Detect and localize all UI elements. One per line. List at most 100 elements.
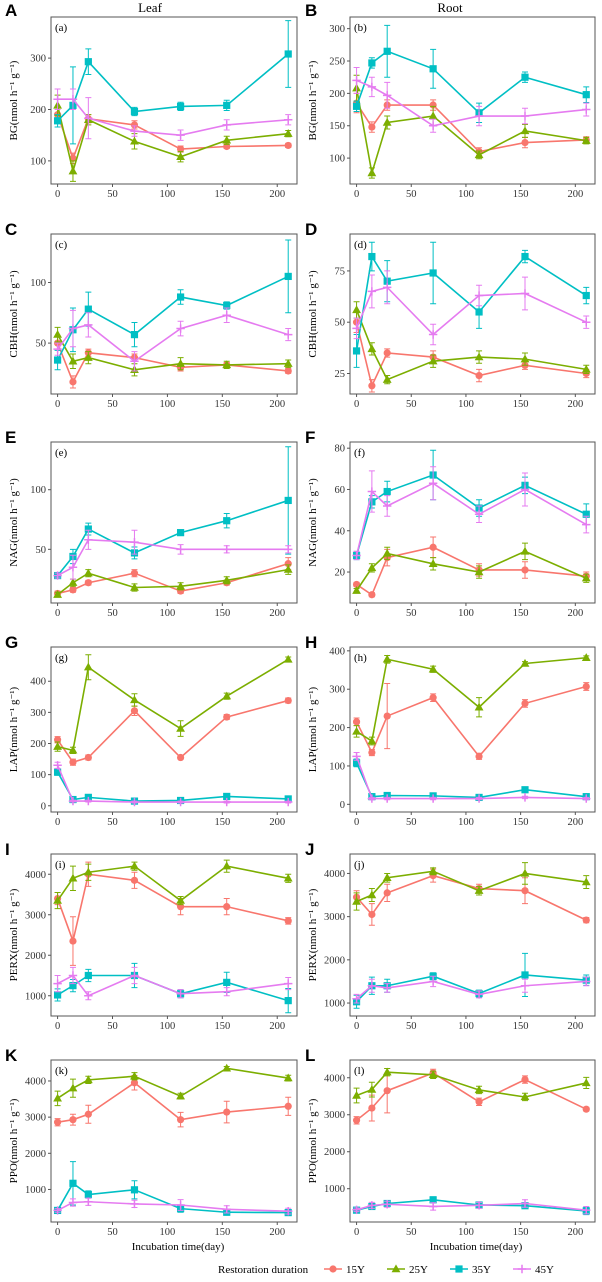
x-tick-label: 100 [160,1227,176,1238]
data-point-15Y [383,1087,391,1095]
data-point-35Y [223,978,231,986]
y-tick-label: 60 [335,485,346,496]
x-tick-label: 150 [214,1227,230,1238]
data-point-15Y [368,591,376,599]
data-point-35Y [582,91,590,99]
y-tick-label: 100 [30,485,46,496]
data-point-45Y [582,105,591,114]
data-point-25Y [352,305,361,314]
y-tick-label: 2000 [324,955,345,966]
data-point-45Y [520,289,530,298]
data-point-15Y [352,580,361,589]
panel-sublabel: (i) [55,859,66,871]
data-point-25Y [130,582,139,591]
x-tick-label: 150 [214,189,230,200]
data-point-25Y [68,356,78,365]
data-point-35Y [84,525,92,533]
y-tick-label: 3000 [25,1113,46,1124]
x-tick-label: 0 [354,399,359,410]
y-tick-label: 100 [30,156,46,167]
data-point-25Y [581,653,591,661]
data-point-45Y [382,283,392,292]
data-point-25Y [474,352,484,361]
x-tick-label: 0 [354,1227,359,1238]
data-point-45Y [130,357,139,366]
data-point-25Y [222,1063,232,1072]
data-point-25Y [367,736,377,745]
series-25Y [53,654,293,754]
data-point-45Y [130,537,139,547]
x-tick-label: 0 [354,189,359,200]
series-45Y [53,761,293,807]
panel-b: B (b) BG(nmol h⁻¹ g⁻¹) 100 150 200 250 300 0 50 10… [305,1,596,200]
data-point-25Y [474,567,484,576]
series-25Y [352,653,591,746]
data-point-25Y [130,861,139,870]
data-point-45Y [68,796,78,806]
y-axis-label: PPO(nmol h⁻¹ g⁻¹) [307,1098,319,1183]
data-point-15Y [284,696,292,705]
data-point-35Y [521,971,529,979]
data-point-25Y [520,868,530,877]
panel-g: G (g) LAP(nmol h⁻¹ g⁻¹) 0 100 200 300 400 0 50 100… [5,633,298,828]
data-point-25Y [382,1067,392,1076]
data-point-15Y [130,876,139,884]
y-axis-label: BG(nmol h⁻¹ g⁻¹) [8,60,20,140]
x-tick-label: 150 [513,189,529,200]
data-point-45Y [176,1200,185,1210]
data-point-45Y [352,551,361,560]
data-point-15Y [521,887,529,895]
data-point-25Y [520,546,530,555]
y-tick-label: 25 [335,369,346,380]
plot-frame [50,1059,298,1223]
y-tick-label: 0 [340,800,345,811]
y-axis-label: LAP(nmol h⁻¹ g⁻¹) [307,686,319,772]
y-tick-label: 0 [41,801,46,812]
x-tick-label: 200 [567,1227,583,1238]
data-point-15Y [383,349,391,357]
y-tick-label: 1000 [25,991,46,1002]
y-tick-label: 1000 [324,1184,345,1195]
data-point-15Y [352,718,361,726]
y-tick-label: 1000 [324,999,345,1010]
data-point-45Y [352,752,361,761]
x-tick-label: 200 [269,817,285,828]
data-point-35Y [223,101,231,109]
data-point-25Y [176,359,185,367]
data-point-35Y [582,510,590,518]
data-point-35Y [383,487,391,496]
data-point-35Y [223,301,231,310]
x-tick-label: 150 [513,608,529,619]
panel-letter: A [5,1,17,20]
data-point-15Y [429,101,437,109]
x-tick-label: 50 [406,1021,417,1032]
x-axis-label-right: Incubation time(day) [430,1241,523,1253]
y-tick-label: 50 [335,318,346,329]
data-point-25Y [222,575,232,584]
data-point-45Y [284,1206,293,1216]
data-point-45Y [474,291,484,300]
data-point-45Y [352,76,361,85]
data-point-25Y [53,330,62,338]
series-25Y [352,862,591,911]
y-tick-label: 4000 [324,1073,345,1084]
panel-i: I (i) PERX(nmol h⁻¹ g⁻¹) 1000 2000 3000 4000 0 5… [5,840,298,1032]
data-point-35Y [284,50,292,58]
data-point-15Y [284,141,292,150]
y-tick-label: 2000 [25,1149,46,1160]
data-point-25Y [130,1071,139,1080]
y-tick-label: 200 [30,105,46,116]
panel-letter: D [305,220,317,239]
legend-marker-15Y [329,1265,337,1273]
y-tick-label: 300 [30,708,46,719]
data-point-25Y [428,1070,438,1078]
data-point-45Y [53,761,62,770]
data-point-25Y [581,364,591,373]
data-point-35Y [352,102,361,110]
series-25Y [53,859,293,910]
panel-sublabel: (f) [354,447,365,459]
data-point-35Y [84,58,92,66]
y-axis-label: NAG(nmol h⁻¹ g⁻¹) [8,478,20,567]
x-tick-label: 200 [567,399,583,410]
data-point-25Y [222,691,232,700]
